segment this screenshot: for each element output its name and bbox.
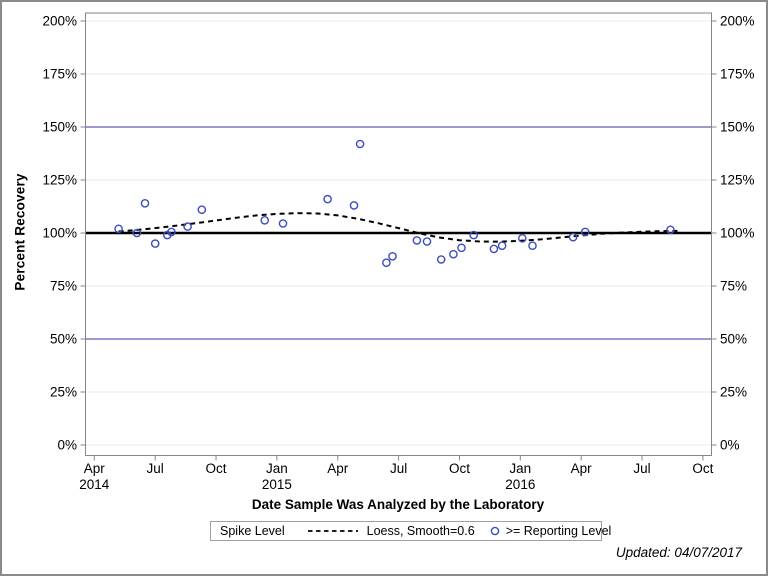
y-tick-label-left: 100% — [42, 226, 77, 241]
data-point — [469, 230, 479, 240]
y-tick-label-right: 75% — [720, 279, 747, 294]
data-point — [183, 222, 192, 231]
legend-title: Spike Level — [220, 524, 285, 538]
y-tick-label-left: 175% — [42, 67, 77, 82]
data-point — [140, 198, 150, 208]
y-tick-label-right: 125% — [720, 173, 755, 188]
x-tick-label-month: Oct — [692, 461, 713, 476]
y-tick-label-left: 150% — [42, 120, 77, 135]
loess-curve — [118, 212, 681, 243]
legend-item-reporting-level: >= Reporting Level — [505, 524, 612, 538]
data-point — [323, 194, 332, 204]
x-tick-label-month: Apr — [327, 461, 349, 476]
data-point — [132, 228, 142, 238]
x-tick-label-month: Jan — [266, 461, 288, 476]
data-point — [388, 251, 397, 261]
y-tick-label-right: 50% — [720, 332, 747, 347]
y-tick-label-left: 75% — [50, 279, 77, 294]
data-point — [197, 205, 207, 214]
y-tick-label-left: 125% — [42, 173, 77, 188]
y-tick-label-left: 25% — [50, 385, 77, 400]
x-tick-label-month: Jul — [633, 461, 650, 476]
legend-item-loess: Loess, Smooth=0.6 — [366, 524, 475, 538]
y-tick-label-left: 50% — [50, 332, 77, 347]
data-point — [355, 139, 365, 149]
x-tick-label-year: 2016 — [505, 477, 535, 492]
data-point — [422, 237, 432, 246]
data-point — [349, 201, 359, 210]
data-point — [568, 232, 578, 242]
data-point — [489, 244, 499, 254]
data-point — [436, 255, 446, 264]
data-point — [167, 227, 176, 237]
data-point — [580, 227, 590, 237]
x-tick-label-year: 2014 — [79, 477, 110, 492]
x-axis-title: Date Sample Was Analyzed by the Laborato… — [251, 497, 545, 512]
data-point — [412, 236, 422, 245]
y-tick-label-right: 200% — [720, 14, 755, 29]
x-tick-label-month: Oct — [449, 461, 470, 476]
data-point — [260, 215, 270, 225]
x-tick-label-month: Jul — [390, 461, 407, 476]
y-tick-label-left: 0% — [57, 438, 77, 453]
x-tick-label-month: Apr — [84, 461, 106, 476]
y-tick-label-right: 25% — [720, 385, 747, 400]
data-point — [497, 241, 507, 250]
data-point — [114, 224, 123, 234]
data-point — [457, 243, 466, 253]
loess-dashed-line-swatch-icon — [307, 530, 358, 532]
data-point — [528, 241, 537, 250]
x-tick-label-month: Apr — [571, 461, 593, 476]
data-point — [666, 225, 675, 235]
x-tick-label-month: Oct — [206, 461, 227, 476]
y-tick-label-right: 100% — [720, 226, 755, 241]
data-point — [382, 258, 391, 268]
data-point — [449, 249, 458, 259]
data-point — [278, 219, 288, 228]
x-tick-label-year: 2015 — [262, 477, 292, 492]
y-tick-label-left: 200% — [42, 14, 77, 29]
updated-note: Updated: 04/07/2017 — [615, 545, 742, 560]
x-tick-label-month: Jul — [147, 461, 164, 476]
reporting-level-marker-icon — [490, 526, 499, 536]
data-point — [150, 239, 160, 248]
x-tick-label-month: Jan — [509, 461, 531, 476]
y-axis-title: Percent Recovery — [12, 173, 28, 291]
y-tick-label-right: 175% — [720, 67, 755, 82]
data-point — [518, 233, 527, 243]
y-tick-label-right: 0% — [720, 438, 740, 453]
legend: Spike Level Loess, Smooth=0.6 >= Reporti… — [210, 521, 611, 541]
y-tick-label-right: 150% — [720, 120, 755, 135]
